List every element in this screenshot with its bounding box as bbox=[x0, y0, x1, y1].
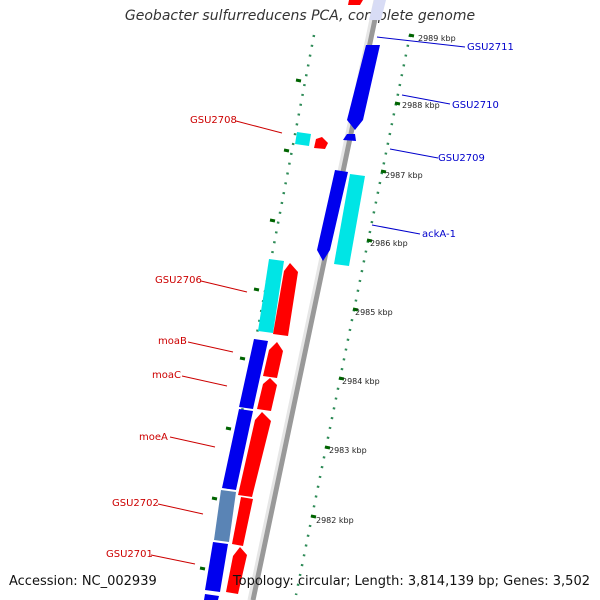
scale-ticks bbox=[199, 33, 415, 571]
gene-label-GSU2702: GSU2702 bbox=[112, 498, 159, 509]
feature-GSU2709 bbox=[343, 134, 356, 141]
tick-label-2988: 2988 kbp bbox=[402, 101, 440, 110]
tick-label-2982: 2982 kbp bbox=[316, 516, 354, 525]
feature-GSU2708-rna bbox=[295, 132, 311, 146]
feature-GSU2711 bbox=[369, 0, 386, 20]
tick-label-2987: 2987 kbp bbox=[385, 171, 423, 180]
gene-label-GSU2710: GSU2710 bbox=[452, 100, 499, 111]
gene-label-moeA: moeA bbox=[139, 432, 168, 443]
reverse-leader-lines bbox=[371, 36, 466, 235]
feature-bottom-blue bbox=[204, 594, 219, 600]
gene-label-GSU2709: GSU2709 bbox=[438, 153, 485, 164]
map-title: Geobacter sulfurreducens PCA, complete g… bbox=[124, 8, 476, 24]
feature-GSU2706-rna bbox=[258, 259, 284, 333]
tick-label-2983: 2983 kbp bbox=[329, 446, 367, 455]
gene-label-ackA-1: ackA-1 bbox=[422, 229, 456, 240]
feature-moaB bbox=[263, 342, 283, 378]
tick-label-2989: 2989 kbp bbox=[418, 34, 456, 43]
feature-top-forward bbox=[348, 0, 363, 5]
forward-strand-features bbox=[204, 132, 328, 600]
gene-label-GSU2708: GSU2708 bbox=[190, 115, 237, 126]
scale-tick-labels: 2989 kbp 2988 kbp 2987 kbp 2986 kbp 2985… bbox=[316, 34, 456, 525]
gene-label-GSU2706: GSU2706 bbox=[155, 275, 202, 286]
gene-label-moaC: moaC bbox=[152, 370, 181, 381]
gene-label-moaB: moaB bbox=[158, 336, 187, 347]
feature-GSU2708 bbox=[314, 137, 328, 149]
feature-GSU2702 bbox=[232, 497, 253, 546]
feature-moaB-blue bbox=[239, 339, 268, 409]
forward-gene-labels: GSU2708 GSU2706 moaB moaC moeA GSU2702 G… bbox=[106, 115, 237, 560]
feature-GSU2710 bbox=[347, 45, 380, 130]
tick-label-2984: 2984 kbp bbox=[342, 377, 380, 386]
feature-moeA-blue bbox=[222, 409, 253, 490]
reverse-strand-features bbox=[317, 0, 386, 266]
feature-moaC bbox=[257, 378, 277, 411]
feature-GSU2706 bbox=[273, 263, 298, 336]
feature-GSU2702-highlight bbox=[214, 490, 236, 542]
accession-label: Accession: NC_002939 bbox=[9, 574, 157, 589]
feature-ackA-1 bbox=[317, 170, 348, 261]
genome-stats-label: Topology: circular; Length: 3,814,139 bp… bbox=[232, 574, 590, 589]
feature-ackA-1-rna bbox=[334, 174, 365, 266]
tick-label-2986: 2986 kbp bbox=[370, 239, 408, 248]
feature-moeA bbox=[238, 412, 271, 497]
feature-GSU2701 bbox=[226, 547, 247, 594]
tick-label-2985: 2985 kbp bbox=[355, 308, 393, 317]
forward-leader-lines bbox=[150, 120, 283, 565]
gene-label-GSU2701: GSU2701 bbox=[106, 549, 153, 560]
gene-label-GSU2711: GSU2711 bbox=[467, 42, 514, 53]
reverse-gene-labels: GSU2711 GSU2710 GSU2709 ackA-1 bbox=[422, 42, 514, 240]
feature-GSU2701-blue bbox=[205, 542, 228, 592]
